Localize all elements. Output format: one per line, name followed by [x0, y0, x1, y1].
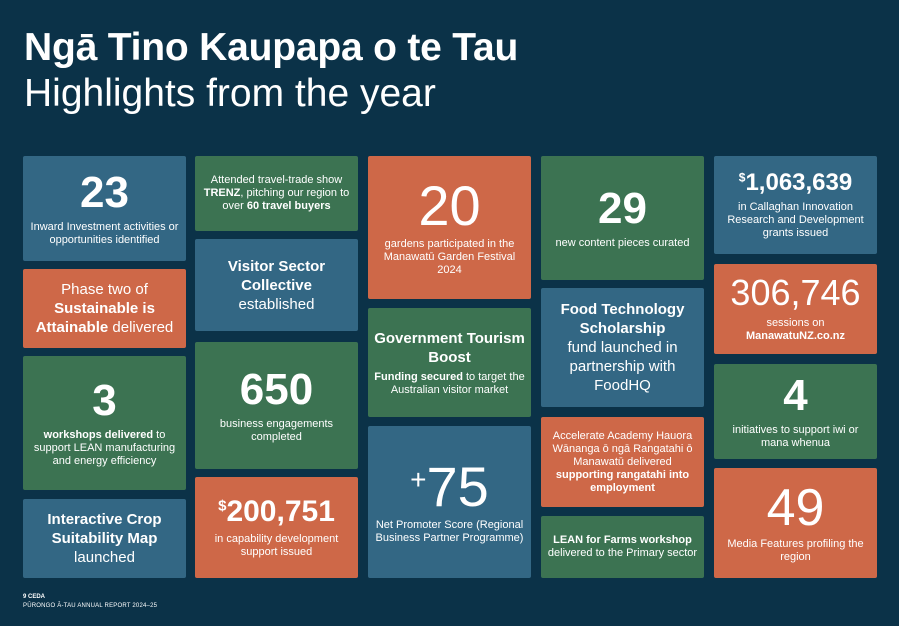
currency-symbol: $	[738, 170, 746, 185]
tile-workshops: 3 workshops delivered to support LEAN ma…	[23, 356, 186, 490]
tile-visitor-collective: Visitor Sector Collective established	[195, 239, 358, 331]
page-subtitle: Highlights from the year	[24, 72, 436, 115]
stat-description: new content pieces curated	[555, 236, 690, 249]
food-tech-bold: Food Technology Scholarship	[560, 301, 685, 337]
trenz-pre: Attended travel-trade show	[210, 174, 343, 186]
stat-number: 49	[766, 479, 825, 537]
tile-phase-two: Phase two of Sustainable is Attainable d…	[23, 269, 186, 348]
tile-capability: $200,751 in capability development suppo…	[195, 477, 358, 578]
accelerate-bold: supporting rangatahi into employment	[555, 468, 690, 494]
stat-description: Net Promoter Score (Regional Business Pa…	[375, 519, 524, 544]
stat-description: Media Features profiling the region	[727, 538, 864, 563]
tile-tourism-boost: Government Tourism Boost Funding secured…	[368, 308, 531, 417]
stat-description: business engagements completed	[219, 417, 334, 443]
tile-iwi: 4 initiatives to support iwi or mana whe…	[714, 364, 877, 459]
stat-description: in capability development support issued	[214, 532, 339, 558]
stat-number: +75	[410, 459, 489, 515]
accelerate-text: Accelerate Academy Hauora Wānanga ō ngā …	[547, 430, 698, 495]
sessions-text: sessions on	[766, 317, 825, 329]
trenz-text: Attended travel-trade show TRENZ, pitchi…	[201, 174, 352, 213]
accelerate-desc: Accelerate Academy Hauora Wānanga ō ngā …	[552, 429, 693, 468]
nps-prefix: +	[410, 464, 427, 496]
food-tech-text: Food Technology Scholarship fund launche…	[547, 300, 698, 395]
tile-inward-investment: 23 Inward Investment activities or oppor…	[23, 156, 186, 261]
workshops-text: to support LEAN manufacturing and energy…	[33, 428, 176, 467]
visitor-collective-post: established	[238, 295, 315, 313]
trenz-bold: TRENZ	[203, 187, 241, 199]
tile-sessions: 306,746 sessions on ManawatuNZ.co.nz	[714, 264, 877, 354]
crop-map-bold: Interactive Crop Suitability Map	[47, 511, 162, 547]
crop-map-post: launched	[74, 549, 135, 566]
tourism-boost-title: Government Tourism Boost	[374, 329, 525, 366]
stat-number: 20	[418, 174, 481, 237]
trenz-mid: , pitching our region to over	[222, 187, 350, 212]
page-number: 9 CEDA	[23, 594, 46, 600]
visitor-collective-text: Visitor Sector Collective established	[201, 257, 352, 314]
stat-number: 23	[80, 167, 129, 217]
workshops-bold: workshops delivered	[43, 428, 154, 441]
tile-content: 29 new content pieces curated	[541, 156, 704, 280]
tile-callaghan: $1,063,639 in Callaghan Innovation Resea…	[714, 156, 877, 254]
callaghan-value: 1,063,639	[745, 168, 853, 196]
stat-number: 3	[92, 375, 117, 425]
lean-farms-bold: LEAN for Farms workshop	[553, 534, 692, 546]
stat-number: 650	[239, 364, 314, 414]
tourism-boost-funding: Funding secured	[374, 370, 463, 383]
phase-two-post: delivered	[112, 319, 174, 336]
sessions-site: ManawatuNZ.co.nz	[745, 330, 845, 342]
tile-gardens: 20 gardens participated in the Manawatū …	[368, 156, 531, 299]
stat-number: $1,063,639	[738, 168, 853, 196]
stat-number: 306,746	[730, 272, 861, 313]
tourism-boost-desc: to target the Australian visitor market	[390, 370, 525, 396]
stat-description: in Callaghan Innovation Research and Dev…	[727, 200, 864, 239]
visitor-collective-bold: Visitor Sector Collective	[227, 257, 326, 294]
stat-number: 4	[783, 370, 808, 420]
capability-value: 200,751	[226, 494, 335, 528]
tile-lean-farms: LEAN for Farms workshop delivered to the…	[541, 516, 704, 578]
tile-engagements: 650 business engagements completed	[195, 342, 358, 469]
tile-trenz: Attended travel-trade show TRENZ, pitchi…	[195, 156, 358, 231]
phase-two-text: Phase two of Sustainable is Attainable d…	[29, 280, 180, 337]
tourism-boost-text: Funding secured to target the Australian…	[374, 371, 525, 397]
tile-media: 49 Media Features profiling the region	[714, 468, 877, 578]
trenz-buyers: 60 travel buyers	[246, 200, 331, 212]
phase-two-pre: Phase two of	[61, 281, 148, 298]
food-tech-post: fund launched in partnership with FoodHQ	[567, 339, 678, 394]
phase-two-bold: Sustainable is Attainable	[35, 300, 155, 336]
stat-description: gardens participated in the Manawatū Gar…	[383, 238, 516, 276]
tile-accelerate: Accelerate Academy Hauora Wānanga ō ngā …	[541, 417, 704, 507]
nps-value: 75	[426, 455, 489, 518]
stat-description: sessions on ManawatuNZ.co.nz	[746, 317, 845, 343]
tile-food-tech: Food Technology Scholarship fund launche…	[541, 288, 704, 407]
page-title: Ngā Tino Kaupapa o te Tau	[24, 26, 519, 69]
stat-description: initiatives to support iwi or mana whenu…	[732, 423, 859, 449]
crop-map-text: Interactive Crop Suitability Map launche…	[29, 510, 180, 567]
lean-farms-text: LEAN for Farms workshop delivered to the…	[548, 534, 697, 560]
stat-description: Inward Investment activities or opportun…	[30, 220, 179, 246]
stat-number: $200,751	[218, 494, 335, 528]
stat-number: 29	[598, 183, 647, 233]
lean-farms-desc: delivered to the Primary sector	[547, 547, 698, 559]
currency-symbol: $	[218, 497, 227, 514]
tile-crop-map: Interactive Crop Suitability Map launche…	[23, 499, 186, 578]
report-name: PŪRONGO Ā-TAU ANNUAL REPORT 2024–25	[23, 603, 158, 609]
tile-nps: +75 Net Promoter Score (Regional Busines…	[368, 426, 531, 578]
stat-description: workshops delivered to support LEAN manu…	[29, 429, 180, 468]
